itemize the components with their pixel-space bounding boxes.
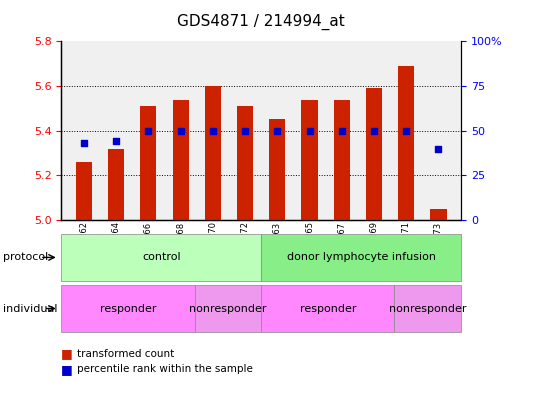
Text: ■: ■ — [61, 363, 73, 376]
Text: control: control — [142, 252, 181, 263]
Text: responder: responder — [300, 303, 356, 314]
Text: individual: individual — [3, 303, 57, 314]
Text: percentile rank within the sample: percentile rank within the sample — [77, 364, 253, 375]
Text: nonresponder: nonresponder — [189, 303, 266, 314]
Bar — [108, 149, 124, 220]
Point — [402, 127, 410, 134]
Bar — [76, 162, 92, 220]
Bar — [269, 119, 285, 220]
Point — [337, 127, 346, 134]
Point — [273, 127, 281, 134]
Bar — [205, 86, 221, 220]
Text: nonresponder: nonresponder — [389, 303, 466, 314]
Point — [434, 145, 443, 152]
Point — [176, 127, 185, 134]
Bar — [398, 66, 414, 220]
Bar — [431, 209, 447, 220]
Point — [112, 138, 120, 145]
Text: transformed count: transformed count — [77, 349, 174, 359]
Text: donor lymphocyte infusion: donor lymphocyte infusion — [287, 252, 435, 263]
Point — [370, 127, 378, 134]
Text: responder: responder — [100, 303, 156, 314]
Bar — [334, 101, 350, 220]
Point — [79, 140, 88, 146]
Bar — [173, 101, 189, 220]
Point — [241, 127, 249, 134]
Text: ■: ■ — [61, 347, 73, 360]
Bar — [140, 106, 156, 220]
Text: protocol: protocol — [3, 252, 48, 263]
Point — [305, 127, 314, 134]
Point — [144, 127, 152, 134]
Point — [208, 127, 217, 134]
Bar — [302, 101, 318, 220]
Bar — [237, 106, 253, 220]
Text: GDS4871 / 214994_at: GDS4871 / 214994_at — [177, 14, 345, 30]
Bar — [366, 88, 382, 220]
